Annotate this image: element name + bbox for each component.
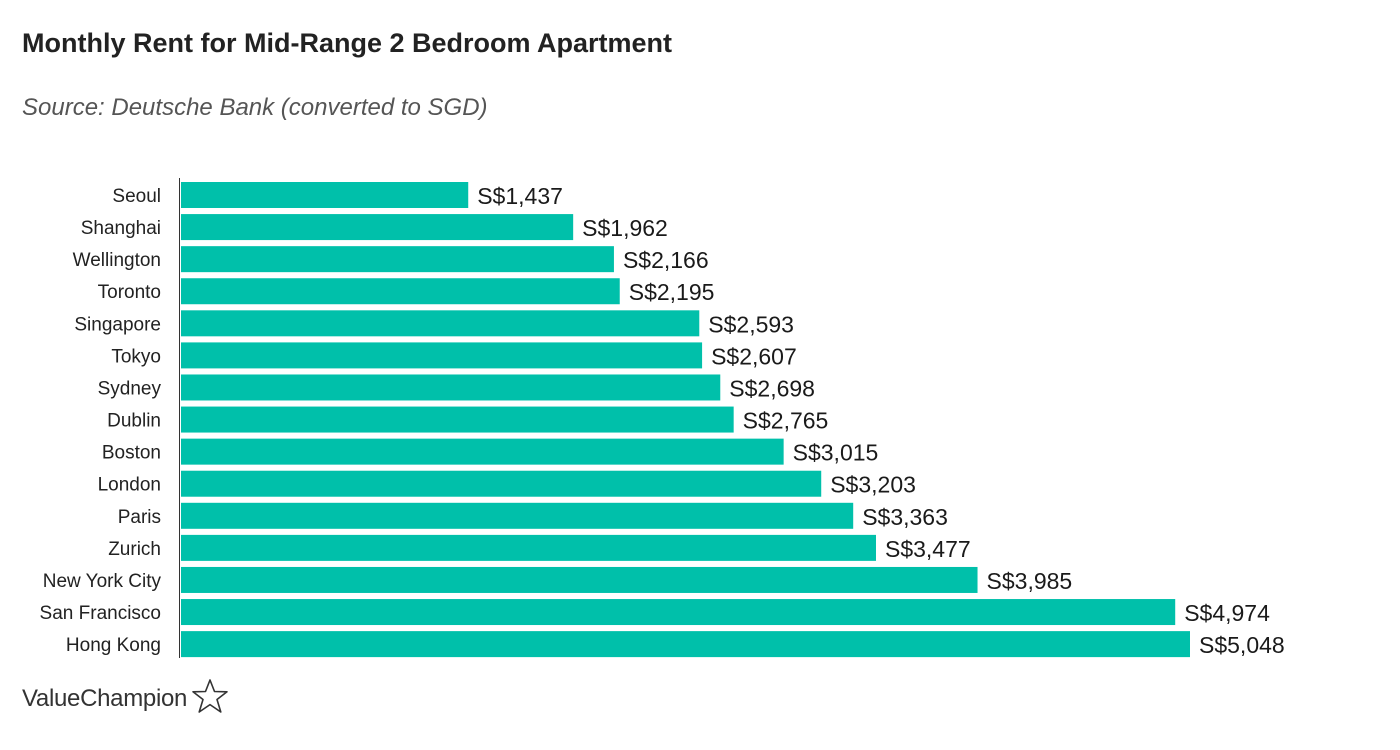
category-label: Dublin <box>107 411 161 432</box>
value-label: S$2,698 <box>729 375 815 401</box>
value-label: S$1,437 <box>477 183 563 209</box>
bar-new-york-city <box>181 566 978 593</box>
value-label: S$3,203 <box>830 472 916 498</box>
value-label: S$3,363 <box>862 504 948 530</box>
bar-wellington <box>181 246 614 273</box>
category-label: Zurich <box>108 539 161 560</box>
value-label: S$2,607 <box>711 343 797 369</box>
value-label: S$3,477 <box>885 536 971 562</box>
bar-seoul <box>181 182 469 208</box>
category-label: Shanghai <box>81 218 161 239</box>
bar-singapore <box>181 310 700 337</box>
category-label: Sydney <box>98 378 162 399</box>
category-label: Toronto <box>98 282 161 303</box>
category-label: Tokyo <box>111 346 161 367</box>
value-label: S$2,593 <box>708 311 794 337</box>
value-label: S$4,974 <box>1184 600 1270 626</box>
category-label: New York City <box>43 571 162 592</box>
value-label: S$2,765 <box>743 408 829 434</box>
chart-subtitle: Source: Deutsche Bank (converted to SGD) <box>22 94 488 121</box>
value-label: S$3,985 <box>987 568 1073 594</box>
value-label: S$2,195 <box>629 279 715 305</box>
category-label: Hong Kong <box>66 635 161 656</box>
brand-name: ValueChampion <box>22 685 188 712</box>
category-label: Wellington <box>73 250 161 271</box>
bar-toronto <box>181 278 620 305</box>
value-label: S$3,015 <box>793 440 879 466</box>
bar-london <box>181 470 822 497</box>
category-label: Boston <box>102 443 161 464</box>
bar-tokyo <box>181 342 703 369</box>
bar-paris <box>181 502 854 529</box>
bar-dublin <box>181 406 734 433</box>
chart-title: Monthly Rent for Mid-Range 2 Bedroom Apa… <box>22 28 673 58</box>
brand-logo: ValueChampion <box>22 679 229 714</box>
star-outline-icon <box>192 679 228 713</box>
bar-sydney <box>181 374 721 401</box>
bar-boston <box>181 438 784 465</box>
bar-san-francisco <box>181 599 1176 626</box>
bars-group: Seoul S$1,437 Shanghai S$1,962 Wellington S$2… <box>40 182 1285 658</box>
category-label: Singapore <box>74 314 161 335</box>
bar-shanghai <box>181 214 574 241</box>
category-label: San Francisco <box>40 603 161 624</box>
category-label: Paris <box>118 507 161 528</box>
value-label: S$2,166 <box>623 247 709 273</box>
category-label: London <box>98 475 161 496</box>
value-label: S$1,962 <box>582 215 668 241</box>
category-label: Seoul <box>112 186 161 207</box>
value-label: S$5,048 <box>1199 632 1285 658</box>
bar-hong-kong <box>181 631 1190 658</box>
bar-zurich <box>181 534 876 561</box>
